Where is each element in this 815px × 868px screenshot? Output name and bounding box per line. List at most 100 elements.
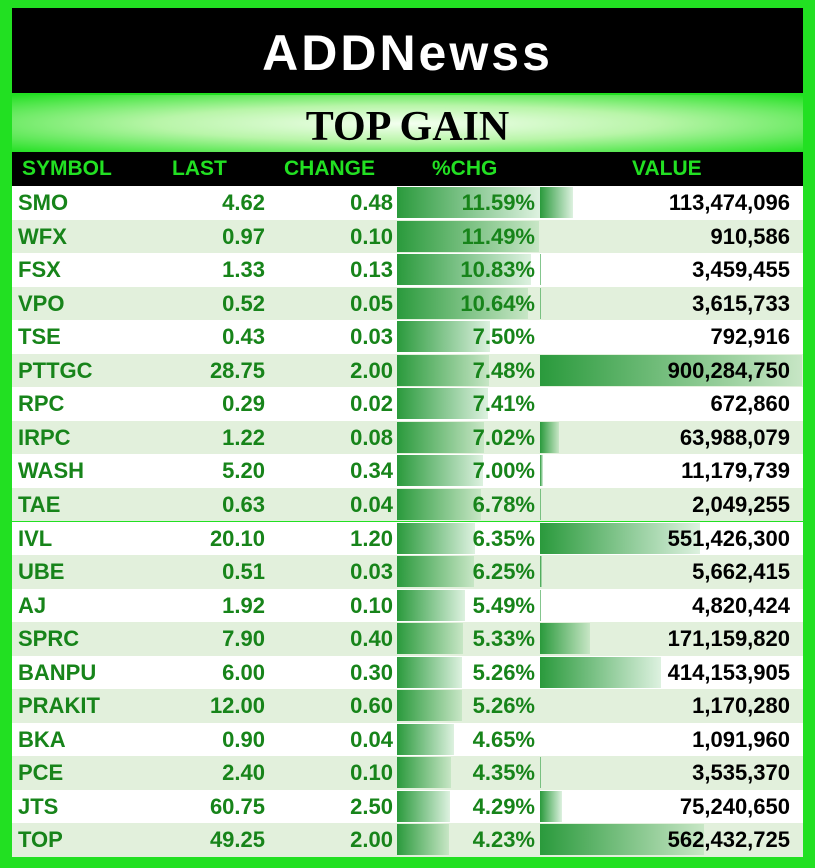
symbol: IRPC bbox=[18, 424, 71, 450]
last: 49.25 bbox=[209, 827, 265, 853]
table-row: WASH 5.20 0.34 7.00% 11,179,739 bbox=[12, 454, 803, 488]
last: 5.20 bbox=[222, 458, 265, 484]
table-row: SPRC 7.90 0.40 5.33% 171,159,820 bbox=[12, 622, 803, 656]
change: 0.34 bbox=[350, 458, 393, 484]
change: 0.30 bbox=[350, 659, 393, 685]
value: 3,535,370 bbox=[692, 760, 790, 786]
pct-change: 6.25% bbox=[472, 559, 535, 585]
value: 75,240,650 bbox=[679, 793, 790, 819]
pct-change: 7.02% bbox=[472, 424, 535, 450]
pct-change: 11.59% bbox=[461, 190, 535, 215]
value-bar bbox=[540, 187, 574, 218]
last: 6.00 bbox=[222, 659, 265, 685]
symbol: BANPU bbox=[18, 659, 97, 685]
value: 910,586 bbox=[710, 223, 790, 249]
table-row: PCE 2.40 0.10 4.35% 3,535,370 bbox=[12, 756, 803, 790]
pct-change: 7.48% bbox=[472, 357, 535, 383]
value: 562,432,725 bbox=[667, 827, 790, 853]
pct-bar bbox=[397, 321, 490, 353]
column-header: LAST bbox=[172, 157, 227, 180]
pct-bar bbox=[397, 589, 465, 621]
table-row: UBE 0.51 0.03 6.25% 5,662,415 bbox=[12, 555, 803, 589]
change: 0.04 bbox=[350, 491, 393, 517]
symbol: WASH bbox=[18, 458, 84, 484]
symbol: PCE bbox=[18, 760, 64, 786]
value-bar bbox=[540, 421, 559, 453]
change: 0.05 bbox=[350, 290, 393, 316]
change: 0.60 bbox=[350, 693, 393, 719]
value: 1,091,960 bbox=[692, 726, 790, 752]
symbol: SMO bbox=[18, 190, 69, 215]
value: 551,426,300 bbox=[667, 525, 790, 551]
pct-bar bbox=[397, 824, 450, 856]
table-row: RPC 0.29 0.02 7.41% 672,860 bbox=[12, 387, 803, 421]
change: 2.00 bbox=[350, 827, 393, 853]
symbol: AJ bbox=[18, 592, 47, 618]
pct-change: 7.41% bbox=[472, 391, 535, 417]
change: 0.10 bbox=[350, 592, 393, 618]
table-row: BKA 0.90 0.04 4.65% 1,091,960 bbox=[12, 722, 803, 757]
table-row: PTTGC 28.75 2.00 7.48% 900,284,750 bbox=[12, 353, 803, 388]
symbol: PTTGC bbox=[18, 357, 93, 383]
table-row: JTS 60.75 2.50 4.29% 75,240,650 bbox=[12, 789, 803, 824]
symbol: FSX bbox=[18, 257, 61, 283]
value: 3,615,733 bbox=[692, 290, 790, 316]
value-bar bbox=[540, 824, 704, 856]
change: 0.48 bbox=[350, 190, 393, 215]
table-row: BANPU 6.00 0.30 5.26% 414,153,905 bbox=[12, 655, 803, 690]
value: 113,474,096 bbox=[668, 190, 790, 215]
symbol: UBE bbox=[18, 559, 65, 585]
pct-bar bbox=[397, 522, 476, 554]
value-bar bbox=[540, 522, 701, 554]
pct-change: 10.83% bbox=[460, 257, 535, 283]
pct-change: 4.35% bbox=[472, 760, 535, 786]
symbol: RPC bbox=[18, 391, 65, 417]
symbol: TAE bbox=[18, 491, 61, 517]
change: 0.08 bbox=[350, 424, 393, 450]
pct-bar bbox=[397, 421, 484, 453]
value: 792,916 bbox=[710, 324, 790, 350]
table-row: IRPC 1.22 0.08 7.02% 63,988,079 bbox=[12, 420, 803, 455]
logo: ADDNewss bbox=[262, 25, 553, 81]
value: 2,049,255 bbox=[692, 491, 790, 517]
table-row: SMO 4.62 0.48 11.59% 113,474,096 bbox=[12, 186, 803, 220]
symbol: TSE bbox=[18, 324, 61, 350]
table-row: FSX 1.33 0.13 10.83% 3,459,455 bbox=[12, 253, 803, 287]
column-header: VALUE bbox=[632, 157, 702, 180]
pct-change: 7.00% bbox=[472, 458, 535, 484]
change: 0.10 bbox=[350, 223, 393, 249]
last: 2.40 bbox=[222, 760, 265, 786]
pct-change: 5.26% bbox=[472, 693, 535, 719]
header-row: SYMBOL LAST CHANGE %CHG VALUE bbox=[12, 152, 803, 186]
last: 0.29 bbox=[222, 391, 265, 417]
table-row: IVL 20.10 1.20 6.35% 551,426,300 bbox=[12, 521, 803, 556]
value: 1,170,280 bbox=[692, 693, 790, 719]
change: 0.03 bbox=[350, 559, 393, 585]
pct-bar bbox=[397, 187, 540, 218]
last: 0.97 bbox=[222, 223, 265, 249]
title: TOP GAIN bbox=[305, 104, 510, 150]
value-bar bbox=[540, 656, 661, 688]
value: 672,860 bbox=[710, 391, 790, 417]
change: 0.03 bbox=[350, 324, 393, 350]
value: 414,153,905 bbox=[667, 659, 790, 685]
pct-bar bbox=[397, 690, 462, 722]
title-band: TOP GAIN bbox=[12, 95, 803, 152]
last: 28.75 bbox=[209, 357, 265, 383]
table-row: AJ 1.92 0.10 5.49% 4,820,424 bbox=[12, 588, 803, 623]
symbol: PRAKIT bbox=[18, 693, 100, 719]
last: 0.90 bbox=[222, 726, 265, 752]
value-bar bbox=[540, 757, 542, 789]
value: 3,459,455 bbox=[692, 257, 790, 283]
change: 0.10 bbox=[350, 760, 393, 786]
pct-bar bbox=[397, 757, 451, 789]
pct-bar bbox=[397, 388, 489, 420]
value-bar bbox=[540, 455, 544, 487]
change: 2.00 bbox=[350, 357, 393, 383]
table-row: PRAKIT 12.00 0.60 5.26% 1,170,280 bbox=[12, 689, 803, 723]
last: 60.75 bbox=[209, 793, 265, 819]
change: 0.02 bbox=[350, 391, 393, 417]
pct-change: 4.23% bbox=[472, 827, 535, 853]
last: 20.10 bbox=[209, 525, 265, 551]
